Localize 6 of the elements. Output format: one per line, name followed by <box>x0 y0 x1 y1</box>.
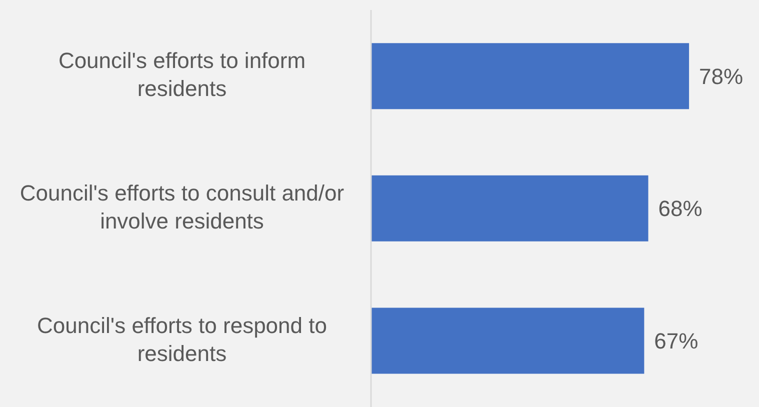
y-tick-label: Council's efforts to inform residents <box>58 48 306 101</box>
data-label: 78% <box>699 64 744 89</box>
data-label: 67% <box>654 328 698 354</box>
y-tick-label: Council's efforts to respond to residents <box>37 312 327 366</box>
data-label: 68% <box>658 196 702 222</box>
y-tick-label: Council's efforts to consult and/or involve residents <box>20 180 344 234</box>
